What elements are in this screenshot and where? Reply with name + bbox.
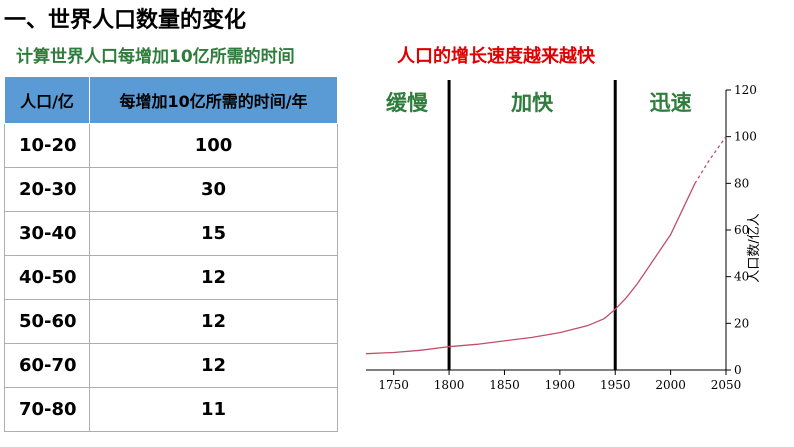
y-tick-label: 120 [734,83,757,97]
table-row: 10-20 100 [4,123,338,168]
table-row: 70-80 11 [4,387,338,432]
years-cell: 12 [89,299,338,344]
table-row: 40-50 12 [4,255,338,300]
y-tick-label: 40 [734,270,749,284]
x-tick-label: 1750 [378,378,409,392]
years-cell: 100 [89,123,338,168]
population-range-cell: 50-60 [4,299,90,344]
table-row: 30-40 15 [4,211,338,256]
years-cell: 15 [89,211,338,256]
years-cell: 30 [89,167,338,212]
population-range-cell: 20-30 [4,167,90,212]
table-row: 20-30 30 [4,167,338,212]
y-tick-label: 100 [734,130,757,144]
projection-line [694,136,727,184]
population-range-cell: 60-70 [4,343,90,388]
table-row: 50-60 12 [4,299,338,344]
x-tick-label: 1950 [600,378,631,392]
column-header-population: 人口/亿 [4,76,90,124]
phase-label: 缓慢 [386,91,429,115]
x-tick-label: 1850 [489,378,520,392]
years-cell: 12 [89,343,338,388]
x-tick-label: 2050 [711,378,742,392]
y-axis-label: 人口数/亿人 [747,213,762,282]
population-range-cell: 70-80 [4,387,90,432]
table-row: 60-70 12 [4,343,338,388]
x-tick-label: 1900 [545,378,576,392]
population-table: 人口/亿 每增加10亿所需的时间/年 10-20 100 20-30 30 30-4… [4,76,338,432]
x-tick-label: 1800 [434,378,465,392]
years-cell: 12 [89,255,338,300]
x-tick-label: 2000 [655,378,686,392]
column-header-years: 每增加10亿所需的时间/年 [89,76,338,124]
phase-label: 加快 [510,91,554,115]
y-tick-label: 80 [734,176,749,190]
phase-label: 迅速 [650,91,692,115]
population-range-cell: 40-50 [4,255,90,300]
population-line [365,183,696,355]
years-cell: 11 [89,387,338,432]
y-tick-label: 0 [734,363,742,377]
population-range-cell: 10-20 [4,123,90,168]
y-tick-label: 20 [734,316,749,330]
y-tick-label: 60 [734,223,749,237]
chart-headline: 人口的增长速度越来越快 [397,46,595,67]
page-title: 一、世界人口数量的变化 [4,8,247,33]
population-range-cell: 30-40 [4,211,90,256]
table-header-row: 人口/亿 每增加10亿所需的时间/年 [4,76,338,124]
table-caption: 计算世界人口每增加10亿所需的时间 [16,47,295,67]
